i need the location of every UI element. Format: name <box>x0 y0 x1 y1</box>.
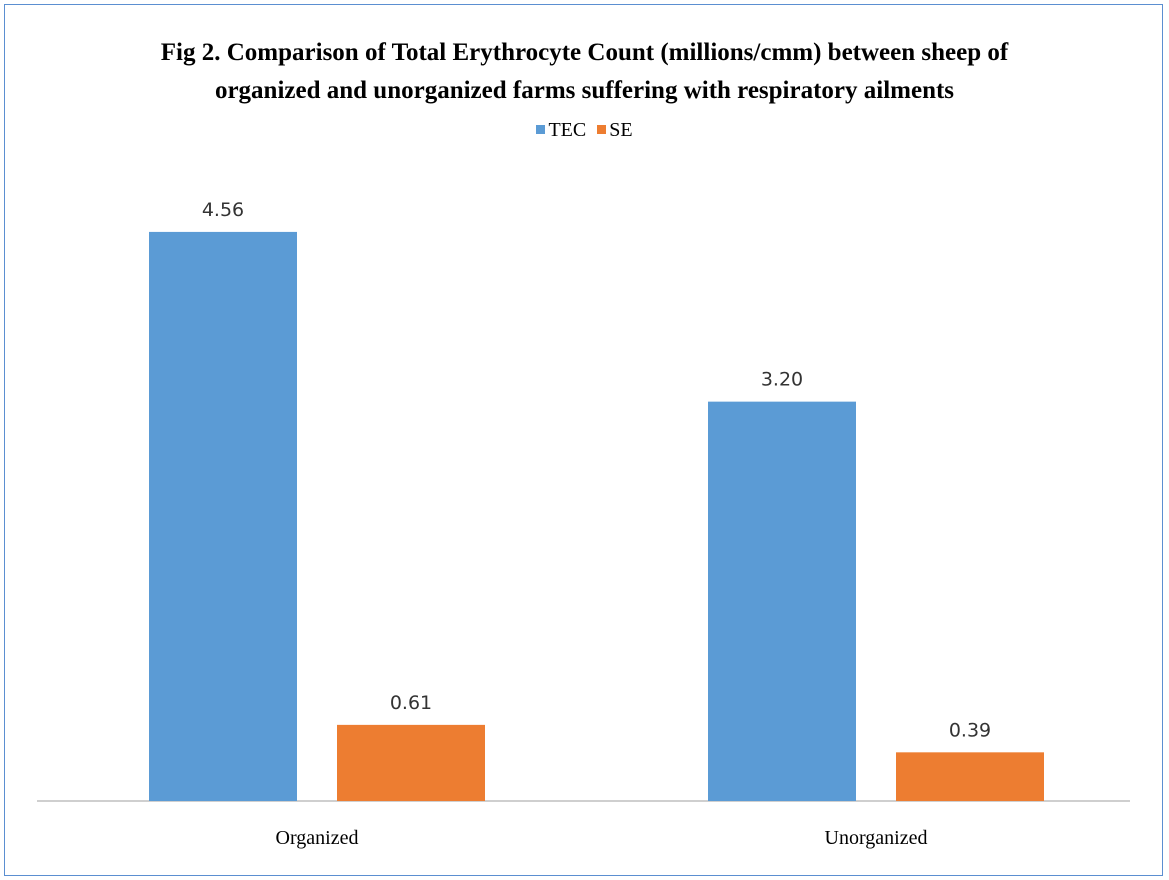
chart-title: Fig 2. Comparison of Total Erythrocyte C… <box>0 34 1169 110</box>
legend-swatch-se <box>597 125 607 134</box>
legend-item-se: SE <box>597 119 633 142</box>
bar-se-unorganized <box>896 752 1044 801</box>
x-tick-label-organized: Organized <box>276 827 359 849</box>
legend-item-tec: TEC <box>536 119 586 142</box>
chart-title-line-1: Fig 2. Comparison of Total Erythrocyte C… <box>160 39 1009 66</box>
bar-tec-unorganized <box>708 401 856 801</box>
chart-legend: TEC SE <box>0 119 1169 142</box>
legend-label-tec: TEC <box>548 119 587 141</box>
data-label-tec-unorganized: 3.20 <box>761 369 803 391</box>
legend-label-se: SE <box>609 119 633 141</box>
data-label-se-unorganized: 0.39 <box>949 719 991 741</box>
x-tick-label-unorganized: Unorganized <box>825 827 928 849</box>
bar-tec-organized <box>149 231 297 802</box>
data-label-se-organized: 0.61 <box>390 692 432 714</box>
legend-swatch-tec <box>536 125 546 134</box>
data-label-tec-organized: 4.56 <box>202 199 244 221</box>
bar-se-organized <box>337 724 485 801</box>
chart-title-line-2: organized and unorganized farms sufferin… <box>214 77 955 104</box>
